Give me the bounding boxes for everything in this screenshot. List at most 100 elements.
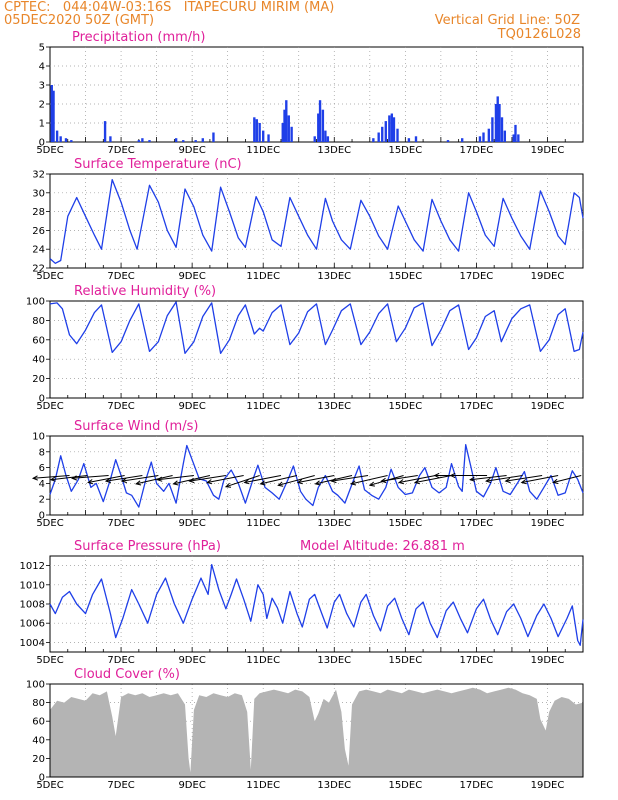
station-header: CPTEC: 044:04W-03:16S ITAPECURU MIRIM (M… [4,0,335,15]
y-tick-label: 4 [39,62,45,73]
x-tick-label: 5DEC [36,780,63,791]
series-line [49,301,584,355]
wind-arrow-head [120,477,127,484]
x-tick-label: 19DEC [531,518,565,529]
precip-bar [377,132,380,142]
wind-arrow [50,475,88,481]
x-tick-label: 9DEC [178,655,205,666]
precip-bar [194,140,197,142]
wind-arrow [157,475,194,481]
wind-arrow-head [350,480,357,486]
precip-bar [396,128,399,142]
precip-bar [381,126,384,142]
y-tick-label: 100 [26,680,45,691]
precip-bar [313,136,316,142]
precip-bar [212,132,215,142]
precip-bar [55,130,59,142]
panel-4: 0 2 4 6 8 10 5DEC 7DEC 9DEC 11DEC 13DEC 15DEC 17DEC 1… [31,419,584,529]
wind-arrow [207,475,244,483]
y-tick-label: 2 [39,495,45,506]
precip-bar [59,136,62,142]
precip-bar [290,126,293,142]
panel-title: Surface Temperature (nC) [74,157,242,172]
wind-arrow-head [259,480,266,486]
wind-arrow-head [156,476,163,482]
y-tick-label: 3 [39,81,45,92]
x-tick-label: 13DEC [317,145,351,156]
precip-bar [255,119,258,142]
precip-bar [148,140,151,142]
panel-5: 1004 1006 1008 1010 1012 5DEC 7DEC 9DEC 11DEC 13D… [20,539,584,666]
x-tick-label: 19DEC [531,145,565,156]
panel-2: 22 24 26 28 30 32 5DEC 7DEC 9DEC 11DEC 13DEC 15DEC 1… [32,157,584,282]
x-tick-label: 13DEC [317,780,351,791]
wind-arrow [553,475,582,483]
x-tick-label: 9DEC [178,145,205,156]
x-tick-label: 7DEC [107,271,134,282]
y-tick-label: 1006 [20,619,45,630]
precip-bar [407,138,411,142]
y-tick-label: 60 [32,335,45,346]
cloud-area [50,687,583,777]
y-tick-label: 0 [39,511,45,522]
y-tick-label: 4 [39,479,45,490]
y-tick-label: 6 [39,463,45,474]
precip-bar [414,136,418,142]
x-tick-label: 7DEC [107,655,134,666]
wind-arrow-head [104,477,111,484]
precip-bar [321,109,325,142]
x-tick-label: 17DEC [460,655,494,666]
precip-bar [174,138,178,142]
y-tick-label: 40 [32,355,45,366]
wind-arrow-head [413,479,421,485]
wind-arrow [486,475,523,482]
wind-arrow [260,475,298,485]
x-tick-label: 19DEC [531,655,565,666]
wind-arrow [521,475,559,483]
wind-arrow-head [469,476,476,482]
precip-bar [496,96,499,142]
wind-arrow-head [277,481,284,487]
precip-bar [384,121,387,142]
wind-arrow-head [224,482,232,488]
wind-arrow-head [87,479,94,485]
wind-arrow-head [397,479,405,485]
precip-bar [491,117,494,142]
precip-bar [478,136,482,142]
y-tick-label: 80 [32,316,45,327]
precip-bar [461,138,464,142]
precip-bar [517,134,520,142]
precip-bar [283,109,286,142]
y-tick-label: 20 [32,374,45,385]
wind-arrow-head [449,472,456,479]
model-code: TQ0126L028 [497,27,581,42]
x-tick-label: 11DEC [246,271,280,282]
y-tick-label: 26 [32,226,45,237]
precip-bar [137,140,141,142]
wind-arrow [88,475,125,483]
precip-bar [70,140,73,142]
y-tick-label: 60 [32,717,45,728]
series-line [49,444,584,508]
x-tick-label: 11DEC [246,145,280,156]
precip-bar [109,136,112,142]
wind-arrow [470,475,507,481]
precip-bar [182,140,185,142]
x-tick-label: 11DEC [246,780,280,791]
wind-arrow [136,475,173,485]
y-tick-label: 30 [32,188,45,199]
x-tick-label: 11DEC [246,401,280,412]
y-tick-label: 20 [32,754,45,765]
panel-3: 0 20 40 60 80 100 5DEC 7DEC 9DEC 11DEC 13DEC 15DEC 1… [26,284,584,412]
x-tick-label: 13DEC [317,518,351,529]
wind-arrow [415,475,452,483]
panel-6: 0 20 40 60 80 100 5DEC 7DEC 9DEC 11DEC 13DEC 15DEC 1… [26,667,584,791]
x-tick-label: 7DEC [107,780,134,791]
run-date: 05DEC2020 50Z (GMT) [4,13,155,28]
wind-arrow-head [31,475,38,481]
wind-arrow-head [368,481,375,487]
wind-arrow [189,475,226,482]
x-tick-label: 5DEC [36,271,63,282]
wind-arrow [297,475,335,483]
panel-title: Relative Humidity (%) [74,284,216,299]
